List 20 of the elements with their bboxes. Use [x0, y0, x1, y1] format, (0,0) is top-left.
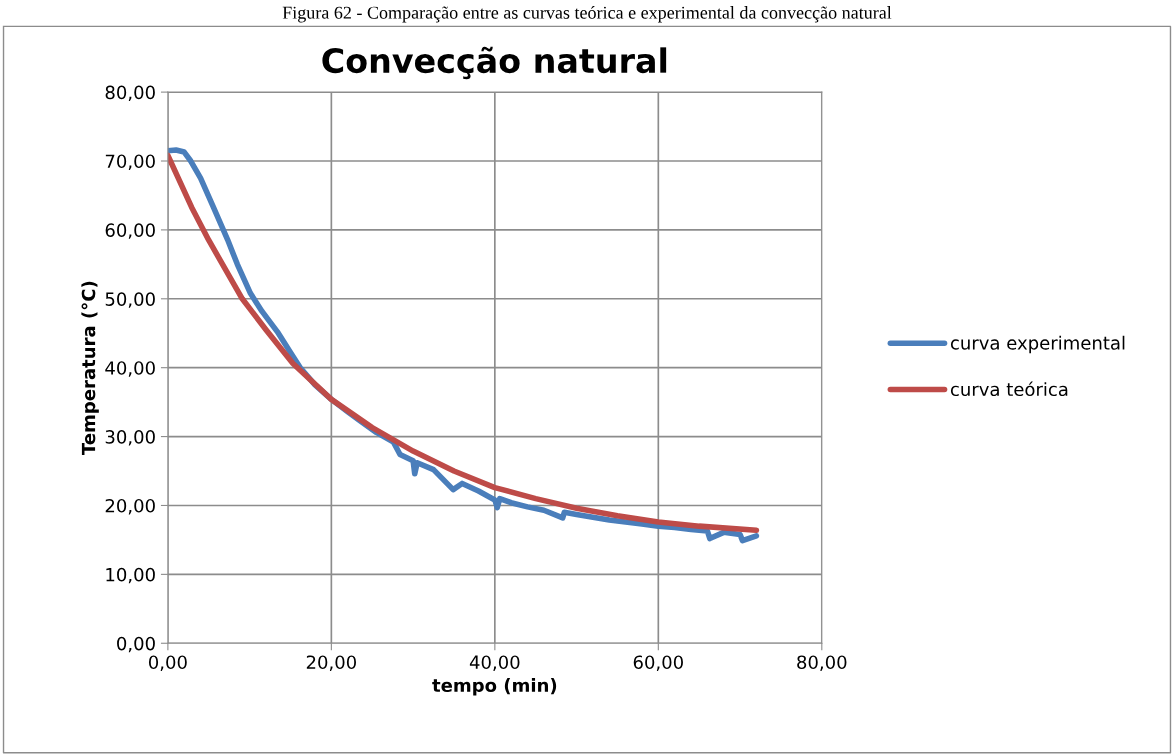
y-tick-label: 0,00 — [117, 636, 155, 653]
y-tick-label: 50,00 — [105, 292, 155, 308]
x-axis-title: tempo (min) — [432, 678, 557, 696]
chart-title: Convecção natural — [322, 46, 667, 80]
x-tick-label: 0,00 — [148, 655, 187, 671]
legend-label: curva experimental — [950, 335, 1125, 354]
x-tick-label: 40,00 — [469, 655, 520, 671]
x-tick-label: 20,00 — [306, 655, 357, 671]
legend-label: curva teórica — [950, 381, 1068, 397]
y-tick-label: 60,00 — [105, 223, 155, 239]
y-tick-label: 40,00 — [105, 361, 155, 377]
y-tick-label: 80,00 — [105, 85, 155, 102]
y-tick-label: 30,00 — [105, 430, 155, 446]
y-axis-title: Temperatura (°C) — [81, 281, 99, 456]
y-tick-label: 70,00 — [105, 154, 155, 170]
y-tick-label: 20,00 — [105, 498, 155, 515]
x-tick-label: 60,00 — [633, 655, 683, 671]
text: Figura 62 - Comparação entre as curvas teórica e experimental da convecção natural — [282, 6, 892, 23]
y-tick-label: 10,00 — [106, 567, 155, 584]
x-tick-label: 80,00 — [797, 655, 847, 671]
